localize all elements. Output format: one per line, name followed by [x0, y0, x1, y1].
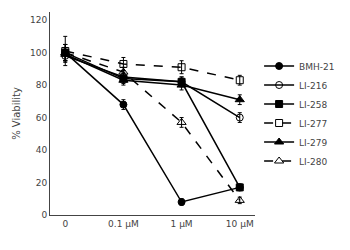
svg-text:% Viability: % Viability: [11, 87, 22, 140]
svg-text:0: 0: [62, 219, 68, 229]
svg-text:LI-279: LI-279: [299, 138, 327, 148]
svg-text:100: 100: [30, 48, 47, 58]
svg-text:1 μM: 1 μM: [171, 219, 193, 229]
svg-text:10 μM: 10 μM: [226, 219, 254, 229]
svg-text:40: 40: [36, 145, 48, 155]
svg-text:80: 80: [36, 80, 48, 90]
svg-text:LI-280: LI-280: [299, 157, 327, 167]
svg-text:60: 60: [36, 113, 48, 123]
svg-text:20: 20: [36, 178, 48, 188]
svg-text:0: 0: [41, 210, 47, 220]
svg-text:LI-216: LI-216: [299, 81, 327, 91]
svg-text:LI-277: LI-277: [299, 119, 327, 129]
svg-text:120: 120: [30, 15, 47, 25]
svg-text:0.1 μM: 0.1 μM: [108, 219, 139, 229]
svg-text:BMH-21: BMH-21: [299, 62, 334, 72]
svg-text:LI-258: LI-258: [299, 100, 327, 110]
